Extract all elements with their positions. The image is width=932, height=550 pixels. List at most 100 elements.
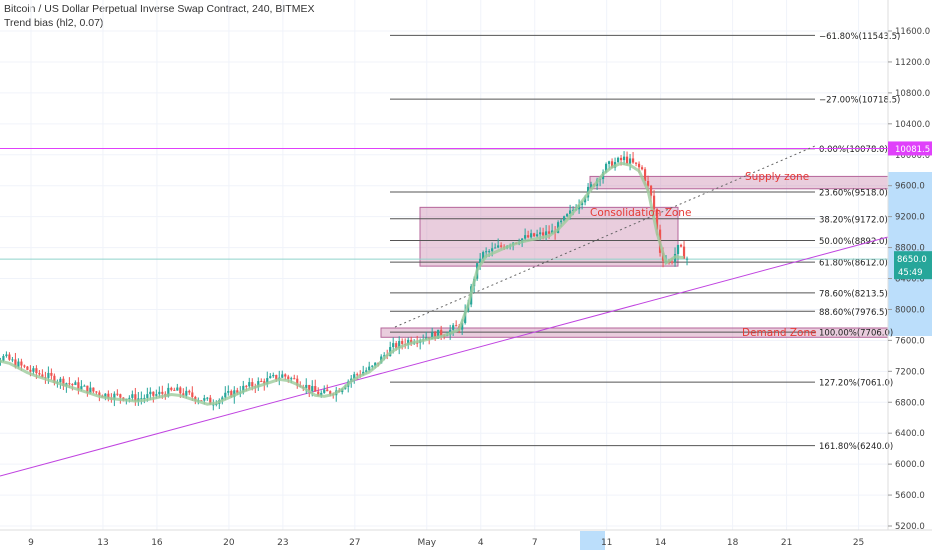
candle-body bbox=[227, 390, 230, 393]
candle-body bbox=[640, 167, 644, 170]
candle-body bbox=[320, 392, 323, 396]
fib-label: 100.00%(7706.0) bbox=[819, 329, 893, 339]
candle-body bbox=[230, 390, 233, 398]
trendlines-layer bbox=[0, 145, 889, 477]
candle-body bbox=[104, 393, 107, 398]
price-tick-label: 9600.0 bbox=[895, 182, 925, 192]
candle-body bbox=[26, 366, 29, 370]
candle-body bbox=[682, 246, 686, 259]
candle-body bbox=[296, 378, 299, 386]
time-tick-label: 18 bbox=[727, 538, 739, 548]
time-axis: 9 13 16 20 23 27 May 4 7 11 14 18 21 25 bbox=[0, 529, 932, 550]
time-tick-label: 27 bbox=[349, 538, 360, 548]
price-tick-label: 8000.0 bbox=[895, 305, 925, 315]
candle-body bbox=[395, 343, 398, 349]
zone-labels: Supply zone Consolidation Zone Demand Zone bbox=[590, 171, 817, 339]
candle-body bbox=[185, 390, 188, 396]
candle-body bbox=[455, 325, 458, 327]
candle-body bbox=[251, 382, 254, 387]
price-tick-label: 8400.0 bbox=[895, 275, 925, 285]
candle-body bbox=[107, 393, 110, 399]
candle-body bbox=[461, 322, 464, 330]
countdown-label: 45:49 bbox=[898, 268, 923, 278]
candle-body bbox=[383, 355, 386, 357]
candle-body bbox=[607, 161, 611, 164]
candle-body bbox=[314, 386, 317, 392]
candle-body bbox=[68, 383, 71, 385]
candle-body bbox=[269, 376, 272, 379]
candle-body bbox=[92, 387, 95, 392]
candle-body bbox=[317, 391, 320, 396]
candle-body bbox=[8, 354, 11, 360]
candle-body bbox=[305, 384, 308, 388]
fib-label: 0.00%(10078.0) bbox=[819, 145, 888, 155]
candle-body bbox=[35, 368, 38, 374]
candle-body bbox=[77, 382, 80, 390]
candle-body bbox=[293, 378, 296, 380]
candle-body bbox=[401, 341, 404, 344]
candle-body bbox=[497, 245, 500, 248]
price-tick-label: 9200.0 bbox=[895, 213, 925, 223]
last-price-badge bbox=[894, 251, 932, 280]
candle-body bbox=[407, 339, 410, 345]
candle-body bbox=[170, 387, 173, 390]
candle-body bbox=[365, 370, 368, 372]
candle-body bbox=[655, 209, 659, 230]
fib-label: 78.60%(8213.5) bbox=[819, 289, 888, 299]
candle-body bbox=[631, 158, 635, 163]
price-tick-label: 10400.0 bbox=[895, 120, 930, 130]
candle-body bbox=[38, 373, 41, 375]
candle-body bbox=[2, 356, 5, 361]
candle-body bbox=[676, 244, 680, 255]
candle-body bbox=[248, 382, 251, 387]
candle-body bbox=[616, 157, 620, 163]
candle-body bbox=[281, 374, 284, 378]
candles-layer bbox=[0, 151, 689, 411]
candle-body bbox=[485, 251, 488, 253]
candle-body bbox=[287, 376, 290, 380]
candle-body bbox=[646, 181, 650, 186]
candle-body bbox=[245, 385, 248, 387]
candle-body bbox=[604, 163, 608, 173]
candle-body bbox=[482, 252, 485, 259]
candle-body bbox=[539, 232, 542, 235]
candle-body bbox=[488, 251, 491, 253]
price-tick-label: 10800.0 bbox=[895, 89, 930, 99]
candle-body bbox=[500, 245, 503, 247]
price-axis: 11600.0 11200.0 10800.0 10400.0 10000.0 9600.… bbox=[887, 0, 932, 532]
candle-body bbox=[410, 339, 413, 344]
fib-label: −27.00%(10718.5) bbox=[819, 96, 900, 106]
candle-body bbox=[20, 361, 23, 366]
chart-title: Bitcoin / US Dollar Perpetual Inverse Sw… bbox=[4, 3, 315, 15]
time-tick-label: 4 bbox=[478, 538, 484, 548]
candle-body bbox=[119, 394, 122, 398]
candle-body bbox=[275, 374, 278, 380]
candle-body bbox=[560, 220, 563, 223]
price-tick-label: 5200.0 bbox=[895, 522, 925, 532]
candle-body bbox=[143, 397, 146, 399]
candle-body bbox=[368, 366, 371, 371]
candle-body bbox=[542, 232, 545, 236]
candle-body bbox=[374, 362, 377, 366]
candle-body bbox=[86, 385, 89, 394]
candle-body bbox=[392, 343, 395, 348]
candle-body bbox=[14, 359, 17, 367]
candle-body bbox=[53, 375, 56, 383]
zone-label: Consolidation Zone bbox=[590, 207, 691, 219]
candle-body bbox=[98, 392, 101, 396]
candle-body bbox=[566, 214, 569, 217]
candle-body bbox=[625, 156, 629, 164]
candle-body bbox=[308, 384, 311, 392]
zone-label: Supply zone bbox=[745, 171, 809, 183]
candle-body bbox=[173, 389, 176, 391]
price-tick-label: 11600.0 bbox=[895, 27, 930, 37]
candle-body bbox=[353, 374, 356, 379]
candle-body bbox=[479, 258, 482, 264]
candle-body bbox=[11, 359, 14, 361]
time-tick-label: 25 bbox=[853, 538, 864, 548]
candle-body bbox=[89, 387, 92, 394]
time-tick-label: 14 bbox=[655, 538, 667, 548]
candle-body bbox=[290, 378, 293, 380]
candle-body bbox=[182, 393, 185, 396]
